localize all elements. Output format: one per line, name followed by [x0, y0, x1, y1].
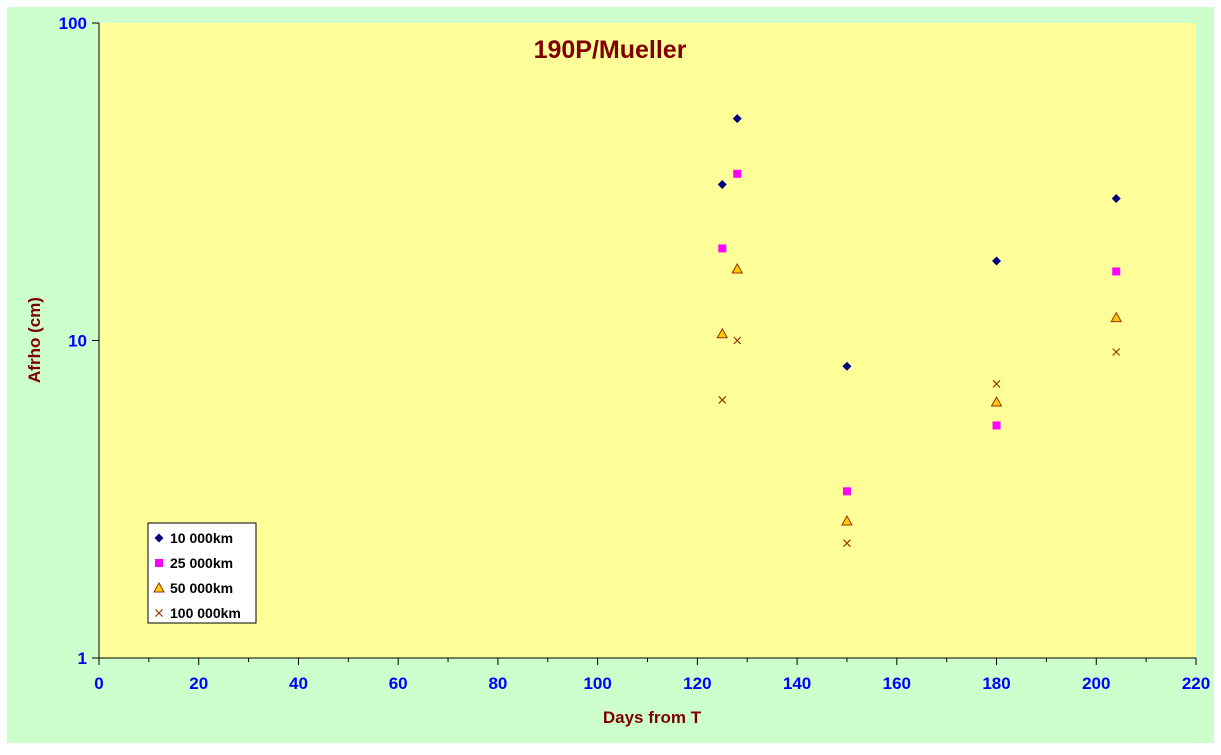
legend: 10 000km 25 000km 50 000km 100 000km — [147, 522, 257, 624]
x-tick-label: 20 — [189, 674, 208, 693]
legend-label: 10 000km — [170, 530, 233, 546]
data-point — [732, 114, 742, 124]
x-tick-label: 140 — [783, 674, 811, 693]
data-point — [731, 262, 744, 274]
x-tick-label: 80 — [488, 674, 507, 693]
data-point — [992, 379, 1001, 388]
x-tick-label: 160 — [883, 674, 911, 693]
legend-label: 50 000km — [170, 580, 233, 596]
data-point — [718, 395, 727, 404]
data-point — [843, 539, 851, 548]
legend-label: 100 000km — [170, 605, 241, 621]
legend-label: 25 000km — [170, 555, 233, 571]
data-point — [990, 396, 1003, 407]
data-points — [716, 114, 1123, 548]
data-point — [1112, 348, 1121, 356]
data-point — [841, 515, 853, 526]
legend-marker — [153, 581, 165, 593]
data-point — [1112, 267, 1121, 276]
x-tick-label: 220 — [1182, 674, 1210, 693]
data-point — [1110, 311, 1123, 323]
x-tick-label: 0 — [94, 674, 103, 693]
legend-box — [147, 522, 257, 624]
data-point — [733, 169, 742, 178]
chart-title: 190P/Mueller — [534, 36, 687, 64]
data-point — [717, 179, 727, 189]
x-tick-label: 120 — [683, 674, 711, 693]
data-point — [1111, 194, 1121, 204]
legend-marker — [154, 533, 164, 543]
data-point — [992, 256, 1002, 266]
data-point — [842, 361, 852, 371]
x-tick-label: 40 — [289, 674, 308, 693]
legend-marker — [155, 559, 163, 567]
x-tick-label: 60 — [389, 674, 408, 693]
data-point — [733, 336, 742, 345]
x-tick-label: 200 — [1082, 674, 1110, 693]
plot-area — [99, 23, 1196, 658]
x-tick-label: 100 — [583, 674, 611, 693]
y-tick-label: 10 — [68, 332, 87, 351]
x-axis-label: Days from T — [603, 708, 702, 727]
data-point — [992, 421, 1001, 430]
data-point — [718, 244, 727, 253]
axes: 0 20 40 60 80 100 120 140 160 180 200 220 1 10 100 — [59, 14, 1211, 693]
y-tick-label: 100 — [59, 14, 87, 33]
data-point — [842, 487, 851, 496]
y-axis-label: Afrho (cm) — [25, 297, 44, 383]
x-tick-label: 180 — [982, 674, 1010, 693]
data-point — [716, 327, 729, 339]
legend-marker — [155, 609, 163, 617]
y-tick-label: 1 — [78, 649, 87, 668]
